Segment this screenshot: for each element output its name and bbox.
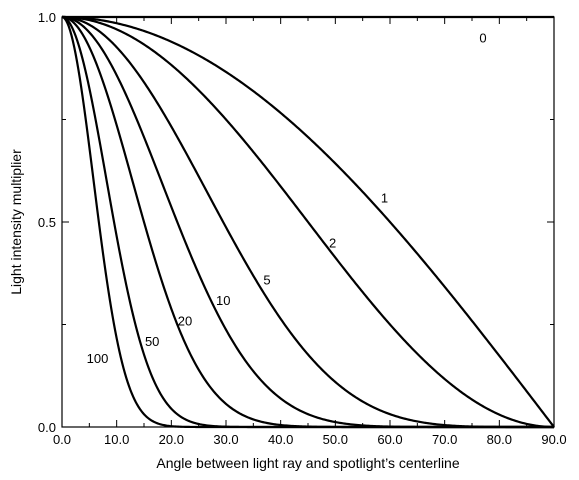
x-tick-label: 10.0	[104, 432, 129, 447]
curve-label-5: 5	[263, 272, 270, 287]
curve-label-20: 20	[178, 313, 192, 328]
curve-label-50: 50	[145, 334, 159, 349]
x-tick-label: 30.0	[213, 432, 238, 447]
x-tick-label: 20.0	[159, 432, 184, 447]
curve-label-10: 10	[216, 293, 230, 308]
curve-label-2: 2	[329, 236, 336, 251]
x-tick-label: 90.0	[541, 432, 566, 447]
curve-n-2	[61, 15, 555, 429]
x-tick-label: 0.0	[53, 432, 71, 447]
curve-label-100: 100	[87, 351, 109, 366]
curve-labels: 0 1 2 5 10 20 50 100	[87, 31, 487, 367]
y-tick-label: 1.0	[38, 10, 56, 25]
x-tick-label: 80.0	[487, 432, 512, 447]
x-axis-label: Angle between light ray and spotlight’s …	[156, 455, 459, 471]
x-tick-label: 40.0	[268, 432, 293, 447]
curve-n-100	[61, 15, 554, 429]
axis-ticks: 0.0 10.0 20.0 30.0 40.0 50.0 60.0 70.0 80.0 90.00…	[38, 10, 567, 447]
x-tick-label: 70.0	[432, 432, 457, 447]
y-axis-label: Light intensity multiplier	[8, 149, 24, 295]
y-tick-label: 0.5	[38, 215, 56, 230]
x-tick-label: 50.0	[323, 432, 348, 447]
y-tick-label: 0.0	[38, 420, 56, 435]
curve-label-1: 1	[381, 190, 388, 205]
curves	[61, 15, 555, 429]
curve-n-1	[62, 15, 555, 428]
curve-label-0: 0	[479, 31, 486, 46]
x-tick-label: 60.0	[377, 432, 402, 447]
